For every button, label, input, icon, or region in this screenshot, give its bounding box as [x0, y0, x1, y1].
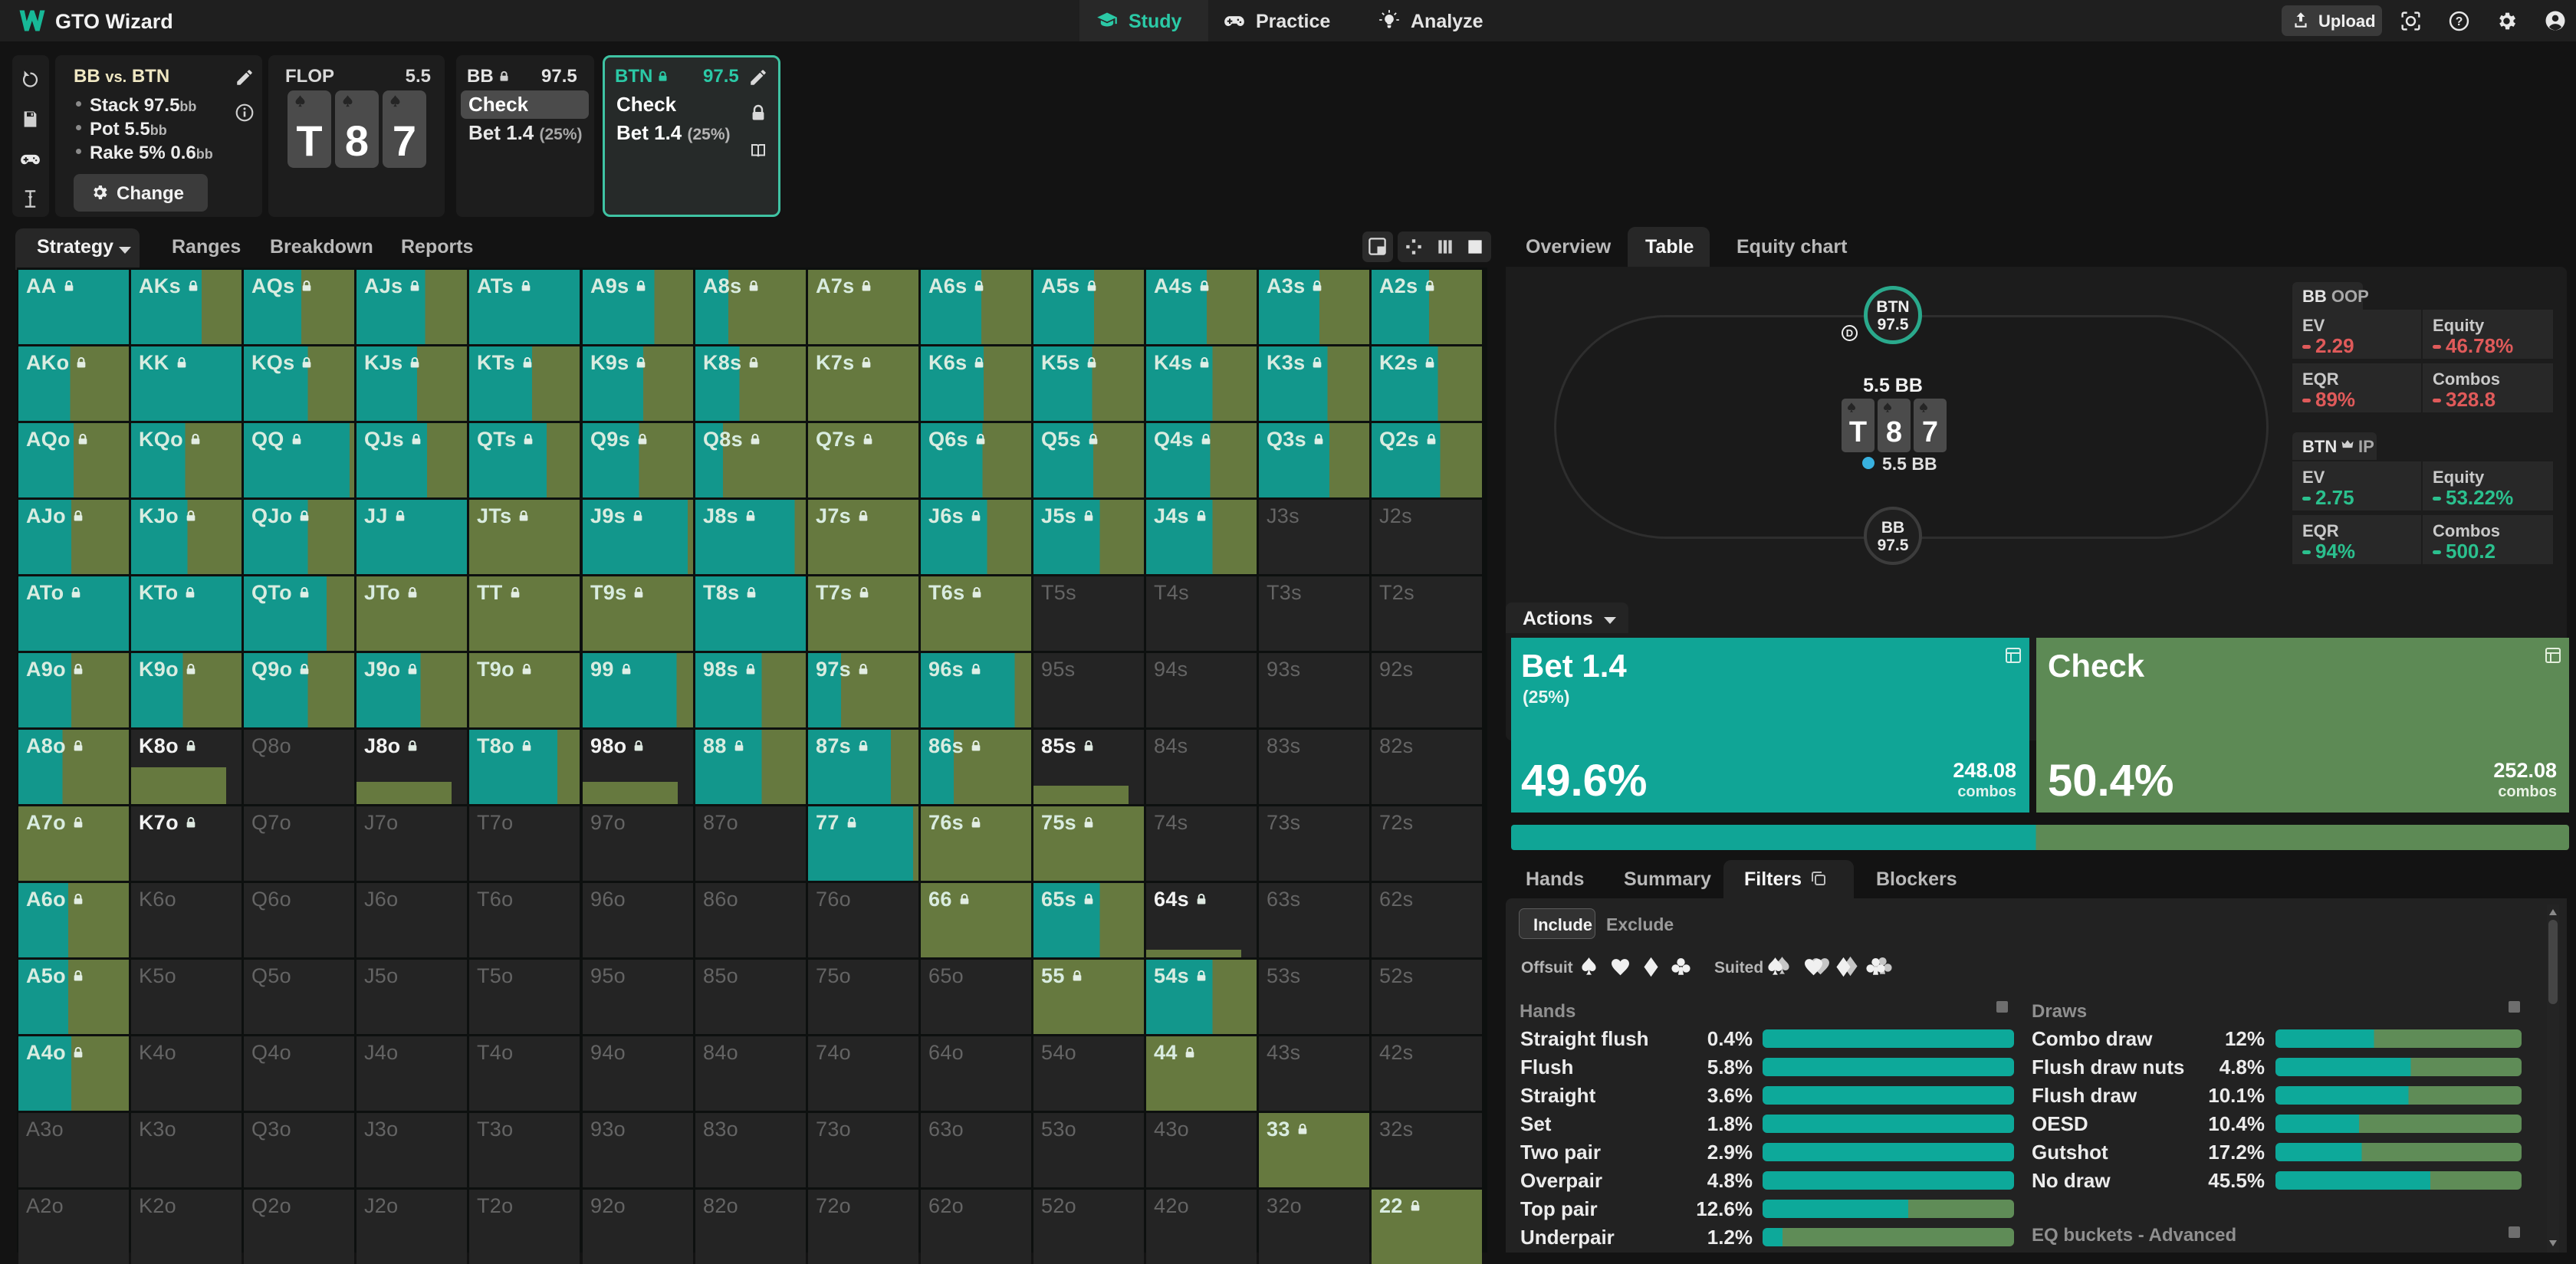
- svg-text:?: ?: [2456, 15, 2463, 28]
